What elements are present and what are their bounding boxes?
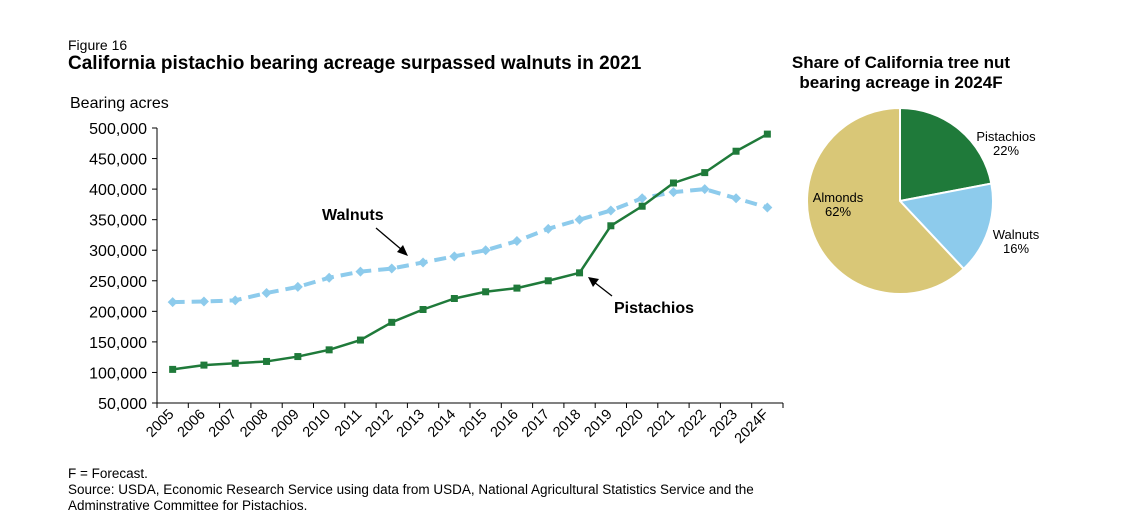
pistachios-data-point <box>732 147 740 155</box>
walnuts-data-point <box>292 281 303 292</box>
x-tick-label: 2019 <box>582 407 616 441</box>
walnuts-data-point <box>198 296 209 307</box>
y-tick-label: 500,000 <box>89 121 147 138</box>
walnuts-data-point <box>574 214 585 225</box>
x-tick-label: 2010 <box>300 407 334 441</box>
y-tick-label: 350,000 <box>89 213 147 230</box>
pie-value-walnuts: 16% <box>1003 241 1029 256</box>
x-tick-label: 2006 <box>175 407 209 441</box>
walnuts-data-point <box>511 236 522 247</box>
pie-slice-pistachios <box>899 106 993 203</box>
walnuts-data-point <box>731 193 742 204</box>
pie-label-almonds: Almonds <box>813 190 864 205</box>
y-tick-label: 100,000 <box>89 365 147 382</box>
walnuts-data-point <box>167 297 178 308</box>
pistachios-data-point <box>263 357 271 365</box>
x-tick-label: 2008 <box>237 407 271 441</box>
x-tick-label: 2011 <box>332 407 365 440</box>
x-tick-label: 2021 <box>644 407 678 441</box>
source-line-2: Adminstrative Committee for Pistachios. <box>68 498 308 513</box>
walnuts-data-point <box>668 187 679 198</box>
walnuts-data-point <box>386 263 397 274</box>
walnuts-data-point <box>418 257 429 268</box>
pistachios-data-point <box>669 179 677 187</box>
pistachios-data-point <box>638 202 646 210</box>
walnuts-data-point <box>699 184 710 195</box>
y-tick-label: 300,000 <box>89 243 147 260</box>
x-tick-label: 2015 <box>456 407 490 441</box>
y-tick-label: 250,000 <box>89 274 147 291</box>
x-tick-label: 2020 <box>613 407 647 441</box>
pistachios-data-point <box>356 336 364 344</box>
pistachios-data-point <box>701 169 709 177</box>
pie-value-pistachios: 22% <box>993 143 1019 158</box>
pistachios-data-point <box>544 277 552 285</box>
source-line-1: Source: USDA, Economic Research Service … <box>68 482 754 497</box>
x-tick-label: 2018 <box>550 407 584 441</box>
x-tick-label: 2014 <box>425 407 459 441</box>
pie-label-pistachios: Pistachios <box>976 129 1036 144</box>
walnuts-data-point <box>355 266 366 277</box>
pie-slice-almonds <box>806 106 966 295</box>
pistachios-data-point <box>325 346 333 354</box>
pistachios-data-point <box>294 353 302 361</box>
x-tick-label: 2009 <box>269 407 303 441</box>
walnuts-annotation-arrow <box>375 227 403 251</box>
x-tick-label: 2005 <box>143 407 177 441</box>
walnuts-data-point <box>449 251 460 262</box>
pistachios-annotation-arrowhead <box>588 277 599 287</box>
y-axis-label: Bearing acres <box>70 95 169 112</box>
pie-value-almonds: 62% <box>825 204 851 219</box>
x-tick-label: 2012 <box>362 407 396 441</box>
pistachios-data-point <box>169 365 177 373</box>
walnuts-data-point <box>762 202 773 213</box>
chart-notes: F = Forecast. Source: USDA, Economic Res… <box>68 466 754 514</box>
walnuts-annotation-arrowhead <box>397 245 408 256</box>
pistachios-data-point <box>576 269 584 277</box>
walnuts-annotation: Walnuts <box>322 207 384 224</box>
y-tick-label: 150,000 <box>89 335 147 352</box>
pie-title-line-1: Share of California tree nut <box>791 53 1011 72</box>
pistachios-data-point <box>388 318 396 326</box>
walnuts-data-point <box>261 288 272 298</box>
walnuts-series-line <box>172 187 768 305</box>
chart-title: California pistachio bearing acreage sur… <box>68 53 642 74</box>
walnuts-data-point <box>637 193 648 204</box>
figure-label: Figure 16 <box>68 37 128 53</box>
pistachios-data-point <box>419 306 427 313</box>
pistachios-data-point <box>513 284 521 292</box>
walnuts-data-point <box>480 245 491 256</box>
walnuts-data-point <box>605 205 616 216</box>
y-tick-label: 200,000 <box>89 304 147 321</box>
x-tick-label: 2016 <box>488 407 522 441</box>
pistachios-series-line <box>172 133 768 371</box>
y-tick-label: 400,000 <box>89 182 147 199</box>
pistachios-data-point <box>607 222 615 230</box>
pie-title: Share of California tree nut bearing acr… <box>776 53 1026 93</box>
x-tick-label: 2022 <box>675 407 709 441</box>
x-tick-label: 2007 <box>206 407 240 441</box>
x-tick-label: 2024F <box>732 406 772 446</box>
pistachios-annotation-arrow <box>593 281 613 297</box>
pistachios-data-point <box>763 130 771 138</box>
pistachios-data-point <box>231 359 239 367</box>
y-tick-label: 50,000 <box>98 396 147 413</box>
pistachios-data-point <box>450 295 458 302</box>
pie-title-line-2: bearing acreage in 2024F <box>799 73 1003 92</box>
footnote: F = Forecast. <box>68 466 148 481</box>
pie-label-walnuts: Walnuts <box>993 227 1040 242</box>
x-tick-label: 2017 <box>519 407 553 441</box>
pistachios-data-point <box>482 288 490 296</box>
pistachios-data-point <box>200 361 208 369</box>
pie-slice-walnuts <box>898 182 994 271</box>
x-tick-label: 2013 <box>394 407 428 441</box>
pistachios-annotation: Pistachios <box>614 300 694 317</box>
y-tick-label: 450,000 <box>89 152 147 169</box>
walnuts-data-point <box>543 223 554 234</box>
walnuts-data-point <box>324 272 335 283</box>
walnuts-data-point <box>230 295 241 306</box>
